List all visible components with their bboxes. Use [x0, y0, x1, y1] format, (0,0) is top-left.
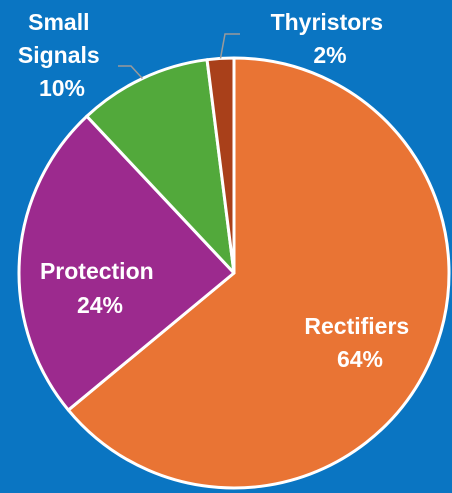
- slice-label-protection-value: 24%: [77, 292, 123, 318]
- pie-slice-protection: [17, 114, 236, 412]
- slice-label-small-signals-name-line2: Signals: [18, 42, 100, 68]
- slice-label-small-signals: Small Signals 10%: [18, 9, 106, 101]
- slice-label-thyristors-name: Thyristors: [271, 9, 383, 35]
- slice-label-thyristors: Thyristors 2%: [271, 9, 390, 68]
- slice-label-small-signals-name-line1: Small: [28, 9, 89, 35]
- slice-label-rectifiers-value: 64%: [337, 346, 383, 372]
- slice-label-rectifiers-name: Rectifiers: [304, 313, 409, 339]
- pie-slice-thyristors: [205, 56, 236, 275]
- slice-label-rectifiers: Rectifiers 64%: [304, 313, 415, 372]
- slice-label-protection: Protection 24%: [40, 258, 160, 318]
- leader-line-thyristors: [219, 33, 240, 59]
- slice-label-small-signals-value: 10%: [39, 75, 85, 101]
- slice-label-protection-name: Protection: [40, 258, 154, 284]
- leader-line-group: [118, 33, 240, 79]
- leader-line-small-signals: [118, 65, 144, 79]
- slice-label-thyristors-value: 2%: [313, 42, 346, 68]
- slice-group: [17, 56, 451, 490]
- pie-slice-rectifiers: [66, 56, 451, 490]
